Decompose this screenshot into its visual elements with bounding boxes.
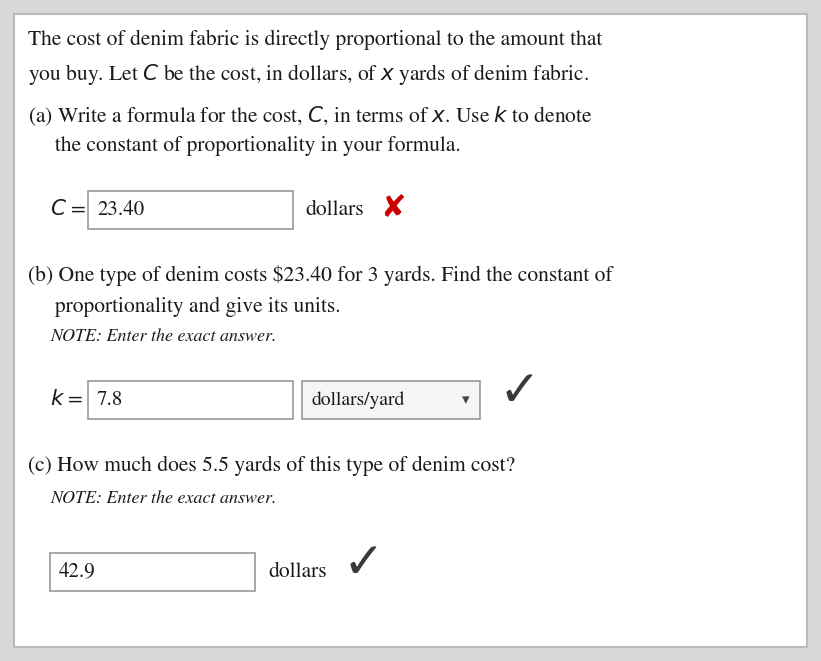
Text: (a) Write a formula for the cost, $\mathit{C}$, in terms of $\mathit{x}$. Use $\: (a) Write a formula for the cost, $\math… [28, 104, 593, 128]
FancyBboxPatch shape [88, 191, 293, 229]
Text: the constant of proportionality in your formula.: the constant of proportionality in your … [28, 136, 461, 156]
Text: NOTE: Enter the exact answer.: NOTE: Enter the exact answer. [50, 328, 277, 345]
FancyBboxPatch shape [50, 553, 255, 591]
Text: 23.40: 23.40 [97, 200, 144, 220]
Text: (c) How much does 5.5 yards of this type of denim cost?: (c) How much does 5.5 yards of this type… [28, 456, 515, 477]
Text: ✓: ✓ [342, 540, 384, 588]
Text: $\mathit{C}$ =: $\mathit{C}$ = [50, 200, 86, 220]
Text: $\mathit{k}$ =: $\mathit{k}$ = [50, 390, 84, 410]
Text: (b) One type of denim costs $23.40 for 3 yards. Find the constant of: (b) One type of denim costs $23.40 for 3… [28, 265, 612, 286]
Text: 42.9: 42.9 [59, 562, 96, 582]
FancyBboxPatch shape [88, 381, 293, 419]
Text: NOTE: Enter the exact answer.: NOTE: Enter the exact answer. [50, 490, 277, 507]
FancyBboxPatch shape [302, 381, 480, 419]
Text: dollars: dollars [305, 200, 364, 220]
Text: dollars/yard: dollars/yard [311, 391, 404, 408]
Text: ▾: ▾ [462, 393, 470, 407]
Text: dollars: dollars [268, 562, 327, 582]
Text: ✓: ✓ [498, 368, 540, 416]
Text: proportionality and give its units.: proportionality and give its units. [28, 297, 341, 317]
Text: The cost of denim fabric is directly proportional to the amount that: The cost of denim fabric is directly pro… [28, 30, 603, 50]
Text: ✘: ✘ [380, 194, 406, 223]
FancyBboxPatch shape [14, 14, 807, 647]
Text: you buy. Let $\mathit{C}$ be the cost, in dollars, of $\mathit{x}$ yards of deni: you buy. Let $\mathit{C}$ be the cost, i… [28, 62, 589, 87]
Text: 7.8: 7.8 [97, 390, 123, 410]
